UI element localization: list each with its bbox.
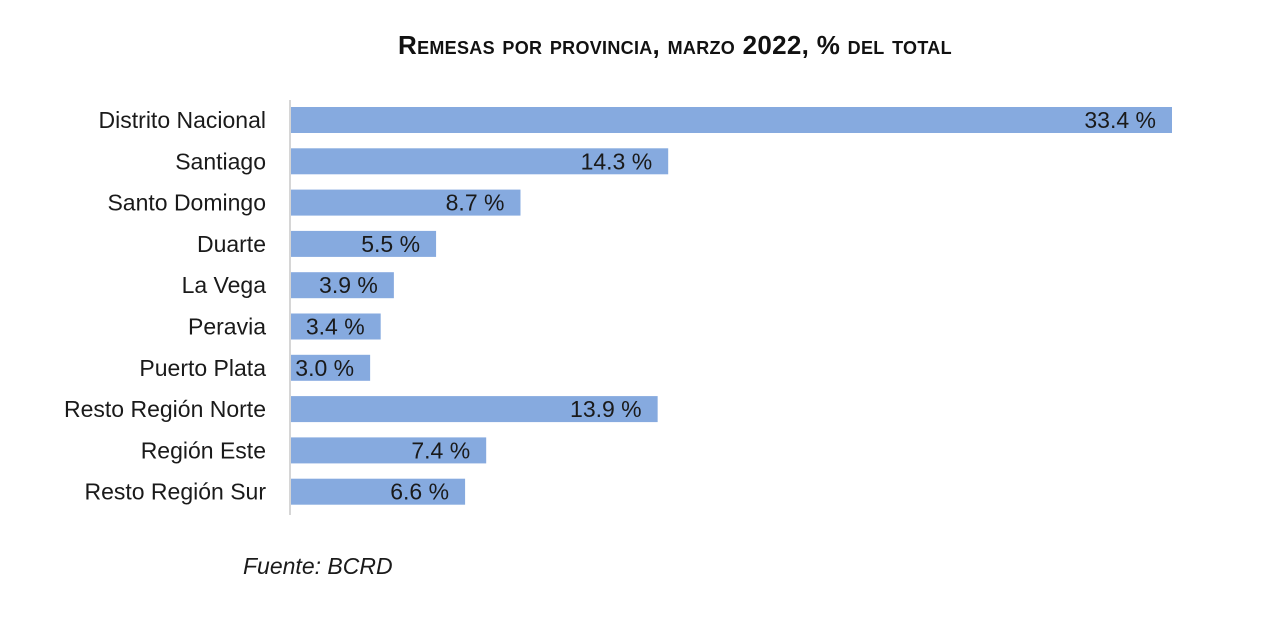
category-label: Puerto Plata [139,355,266,381]
bar-4 [291,272,394,299]
value-label: 33.4 % [1084,107,1156,133]
value-label: 3.4 % [306,314,365,340]
category-label: Peravia [188,314,266,340]
bar-9 [291,478,466,505]
source-note: Fuente: BCRD [243,553,393,579]
bar-6 [291,354,371,381]
category-label: Resto Región Sur [84,479,266,505]
bar-0 [291,107,1172,133]
value-label: 8.7 % [446,190,505,216]
category-label: Resto Región Norte [64,396,266,422]
value-label: 6.6 % [390,479,449,505]
chart-title: Remesas por provincia, marzo 2022, % del… [398,30,952,60]
value-label: 3.9 % [319,272,378,298]
value-label: 3.0 % [295,355,354,381]
value-label: 14.3 % [581,148,653,174]
bar-5 [291,313,381,340]
category-label: La Vega [182,272,267,298]
value-label: 5.5 % [361,231,420,257]
category-label: Duarte [197,231,266,257]
bars-group: Distrito Nacional 33.4 % Santiago 14.3 % San… [64,107,1172,505]
category-label: Región Este [141,437,266,463]
bar-3 [291,230,437,257]
bar-1 [291,148,669,175]
bar-2 [291,189,521,216]
bar-7 [291,396,658,423]
category-label: Santiago [175,148,266,174]
value-label: 7.4 % [411,437,470,463]
category-label: Distrito Nacional [99,107,266,133]
bar-8 [291,437,487,464]
value-label: 13.9 % [570,396,642,422]
category-label: Santo Domingo [107,190,266,216]
